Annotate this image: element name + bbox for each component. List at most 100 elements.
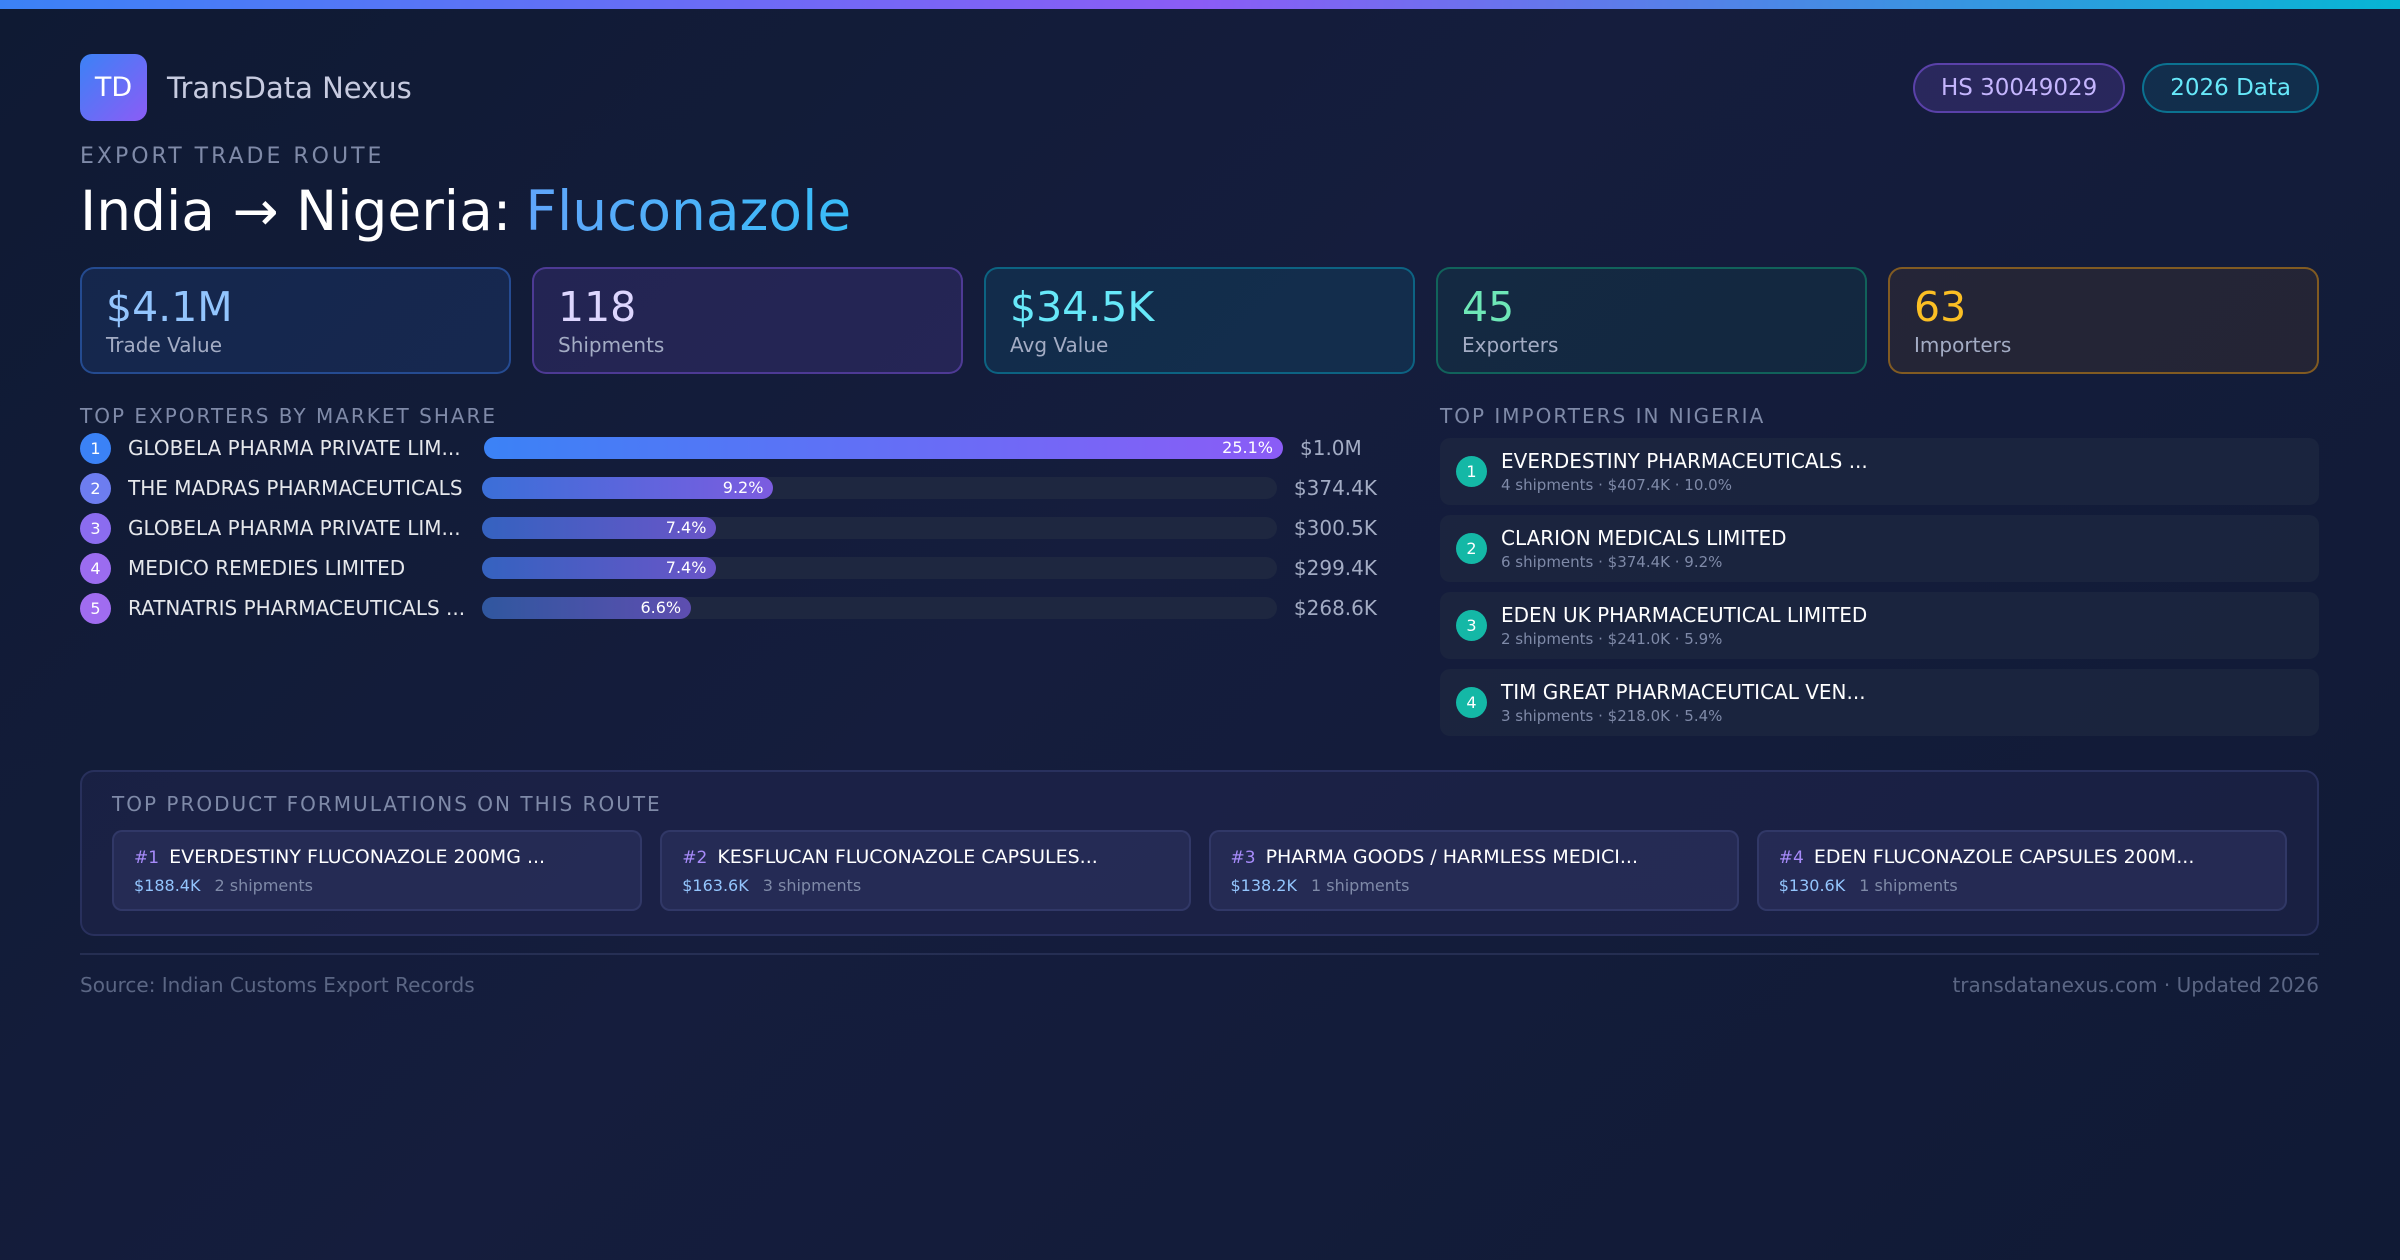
product-rank: #1 xyxy=(134,848,160,868)
brand: TD TransData Nexus xyxy=(80,54,2319,121)
product-name: EVERDESTINY FLUCONAZOLE 200MG ... xyxy=(169,846,546,868)
product-name-line: #3 PHARMA GOODS / HARMLESS MEDICI... xyxy=(1231,846,1717,868)
bar-track: 25.1% xyxy=(484,437,1283,459)
importer-text: EVERDESTINY PHARMACEUTICALS ... 4 shipmen… xyxy=(1501,449,1868,494)
product-shipments: 1 shipments xyxy=(1859,876,1958,895)
product-shipments: 1 shipments xyxy=(1310,876,1410,895)
badge: 2026 Data xyxy=(2142,63,2319,113)
kpi-value: 63 xyxy=(1914,283,1967,331)
importer-details: 4 shipments · $407.4K · 10.0% xyxy=(1501,476,1732,494)
badge: HS 30049029 xyxy=(1912,63,2126,113)
share-bar: 6.6% xyxy=(482,597,692,619)
product-meta: $163.6K 3 shipments xyxy=(682,876,1168,895)
rank-badge: 2 xyxy=(1456,533,1487,564)
product-card: #1 EVERDESTINY FLUCONAZOLE 200MG ... $188.… xyxy=(112,830,643,911)
product-name: PHARMA GOODS / HARMLESS MEDICI... xyxy=(1265,846,1638,868)
importer-card: 3 EDEN UK PHARMACEUTICAL LIMITED 2 shipmen… xyxy=(1440,592,2319,659)
kpi-card: 118 Shipments xyxy=(532,267,963,374)
rank-badge: 3 xyxy=(80,512,111,544)
kpi-label: Trade Value xyxy=(106,333,223,357)
section-title: TOP IMPORTERS IN NIGERIA xyxy=(1440,404,1766,428)
product-list: #1 EVERDESTINY FLUCONAZOLE 200MG ... $188.… xyxy=(112,830,2287,911)
importer-name: EDEN UK PHARMACEUTICAL LIMITED xyxy=(1501,603,1868,627)
product-name-line: #1 EVERDESTINY FLUCONAZOLE 200MG ... xyxy=(134,846,620,868)
importer-text: TIM GREAT PHARMACEUTICAL VEN... 3 shipmen… xyxy=(1501,680,1866,725)
brand-name: TransData Nexus xyxy=(167,70,412,105)
columns: TOP EXPORTERS BY MARKET SHARE 1 GLOBELA P… xyxy=(80,404,2319,736)
kpi-row: $4.1M Trade Value 118 Shipments $34.5K Avg Va… xyxy=(80,267,2319,374)
badges: HS 30049029 2026 Data xyxy=(1912,63,2319,113)
product-card: #3 PHARMA GOODS / HARMLESS MEDICI... $138.… xyxy=(1208,830,1739,911)
exporter-row: 5 RATNATRIS PHARMACEUTICALS ... 6.6% $268.6… xyxy=(80,588,1377,628)
product-value: $188.4K xyxy=(134,876,201,895)
exporter-row: 2 THE MADRAS PHARMACEUTICALS 9.2% $374.4K xyxy=(80,468,1377,508)
section-title: TOP PRODUCT FORMULATIONS ON THIS ROUTE xyxy=(112,792,662,816)
exporter-value: $1.0M xyxy=(1300,436,1362,460)
rank-badge: 3 xyxy=(1456,610,1487,641)
product-value: $138.2K xyxy=(1230,876,1297,895)
product: Fluconazole xyxy=(525,179,852,243)
bar-track: 9.2% xyxy=(482,477,1277,499)
kpi-card: $4.1M Trade Value xyxy=(80,267,511,374)
share-label: 7.4% xyxy=(665,558,707,577)
product-meta: $188.4K 2 shipments xyxy=(134,876,620,895)
source: Source: Indian Customs Export Records xyxy=(80,973,475,997)
importer-text: CLARION MEDICALS LIMITED 6 shipments · $3… xyxy=(1501,526,1787,571)
kpi-card: 63 Importers xyxy=(1888,267,2319,374)
product-value: $163.6K xyxy=(682,876,749,895)
bar-track: 7.4% xyxy=(482,557,1277,579)
exporter-name: THE MADRAS PHARMACEUTICALS xyxy=(128,476,463,500)
importer-details: 2 shipments · $241.0K · 5.9% xyxy=(1501,630,1723,648)
exporter-name: MEDICO REMEDIES LIMITED xyxy=(128,556,406,580)
share-label: 25.1% xyxy=(1222,438,1273,457)
product-card: #4 EDEN FLUCONAZOLE CAPSULES 200M... $130.… xyxy=(1756,830,2287,911)
exporter-name: GLOBELA PHARMA PRIVATE LIM... xyxy=(128,436,461,460)
rank-badge: 4 xyxy=(1456,687,1487,718)
kpi-value: $4.1M xyxy=(106,283,233,331)
exporter-row: 1 GLOBELA PHARMA PRIVATE LIM... 25.1% $1.0M xyxy=(80,428,1377,468)
product-name: EDEN FLUCONAZOLE CAPSULES 200M... xyxy=(1813,846,2195,868)
rank-badge: 2 xyxy=(80,472,111,504)
share-bar: 25.1% xyxy=(484,437,1283,459)
kpi-label: Importers xyxy=(1914,333,2012,357)
share-label: 7.4% xyxy=(665,518,707,537)
share-bar: 7.4% xyxy=(482,557,717,579)
section-title: TOP EXPORTERS BY MARKET SHARE xyxy=(80,404,498,428)
product-card: #2 KESFLUCAN FLUCONAZOLE CAPSULES... $163.… xyxy=(660,830,1191,911)
exporter-value: $299.4K xyxy=(1293,556,1377,580)
bar-track: 7.4% xyxy=(482,517,1277,539)
share-label: 6.6% xyxy=(640,598,682,617)
exporter-name: RATNATRIS PHARMACEUTICALS ... xyxy=(128,596,466,620)
product-rank: #2 xyxy=(682,848,708,868)
product-name: KESFLUCAN FLUCONAZOLE CAPSULES... xyxy=(717,846,1098,868)
bar-track: 6.6% xyxy=(482,597,1277,619)
share-label: 9.2% xyxy=(722,478,764,497)
kpi-label: Exporters xyxy=(1462,333,1559,357)
rank-badge: 5 xyxy=(80,592,111,624)
share-bar: 9.2% xyxy=(482,477,774,499)
product-name-line: #4 EDEN FLUCONAZOLE CAPSULES 200M... xyxy=(1779,846,2265,868)
product-rank: #4 xyxy=(1778,848,1804,868)
route: India → Nigeria: xyxy=(80,179,512,243)
logo: TD xyxy=(80,54,147,121)
importer-details: 3 shipments · $218.0K · 5.4% xyxy=(1501,707,1723,725)
title: India → Nigeria: Fluconazole xyxy=(80,179,2319,253)
exporter-value: $268.6K xyxy=(1293,596,1377,620)
importer-card: 4 TIM GREAT PHARMACEUTICAL VEN... 3 shipme… xyxy=(1440,669,2319,736)
importer-name: CLARION MEDICALS LIMITED xyxy=(1501,526,1787,550)
kpi-card: 45 Exporters xyxy=(1436,267,1867,374)
rank-badge: 1 xyxy=(1456,456,1487,487)
site: transdatanexus.com · Updated 2026 xyxy=(1952,973,2319,997)
exporter-row: 3 GLOBELA PHARMA PRIVATE LIM... 7.4% $300.5… xyxy=(80,508,1377,548)
exporter-value: $374.4K xyxy=(1293,476,1377,500)
importers: TOP IMPORTERS IN NIGERIA 1 EVERDESTINY PH… xyxy=(1440,404,2319,736)
kpi-card: $34.5K Avg Value xyxy=(984,267,1415,374)
product-rank: #3 xyxy=(1230,848,1256,868)
importer-name: EVERDESTINY PHARMACEUTICALS ... xyxy=(1501,449,1868,473)
importer-card: 2 CLARION MEDICALS LIMITED 6 shipments · $… xyxy=(1440,515,2319,582)
product-name-line: #2 KESFLUCAN FLUCONAZOLE CAPSULES... xyxy=(682,846,1168,868)
footer: Source: Indian Customs Export Records tr… xyxy=(80,953,2319,997)
product-shipments: 3 shipments xyxy=(762,876,862,895)
